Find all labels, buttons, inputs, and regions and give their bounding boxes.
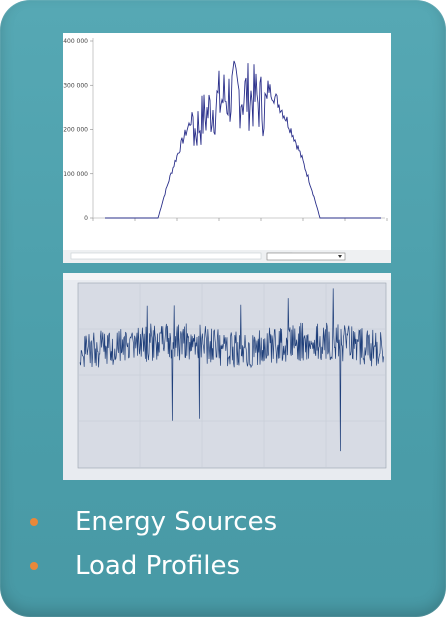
chart-title-bar <box>63 273 391 280</box>
plot-area <box>77 282 387 469</box>
y-tick-label: 300 000 <box>63 82 88 89</box>
energy-series-line <box>105 60 381 219</box>
load-series-line <box>79 288 384 452</box>
energy-source-chart: 400 000 300 000 200 000 100 000 0 <box>63 33 391 263</box>
bullet-dot-icon <box>30 562 38 570</box>
bullet-dot-icon <box>30 518 38 526</box>
bullet-list: Energy Sources Load Profiles <box>22 500 422 588</box>
bullet-item-load-profiles: Load Profiles <box>22 544 422 588</box>
y-tick-label: 400 000 <box>63 38 88 45</box>
bullet-item-energy-sources: Energy Sources <box>22 500 422 544</box>
y-tick-label: 200 000 <box>63 127 88 134</box>
y-tick-label: 100 000 <box>63 171 88 178</box>
load-profile-chart-screenshot <box>63 273 391 480</box>
chart-select[interactable] <box>266 252 346 261</box>
bullet-label: Load Profiles <box>75 551 241 581</box>
y-tick-label: 0 <box>84 215 88 222</box>
chevron-down-icon <box>338 255 342 258</box>
energy-source-chart-screenshot: 400 000 300 000 200 000 100 000 0 <box>63 33 391 263</box>
bullet-label: Energy Sources <box>75 507 278 537</box>
chart-scrollbar[interactable] <box>70 252 262 260</box>
load-profile-chart <box>63 273 391 480</box>
